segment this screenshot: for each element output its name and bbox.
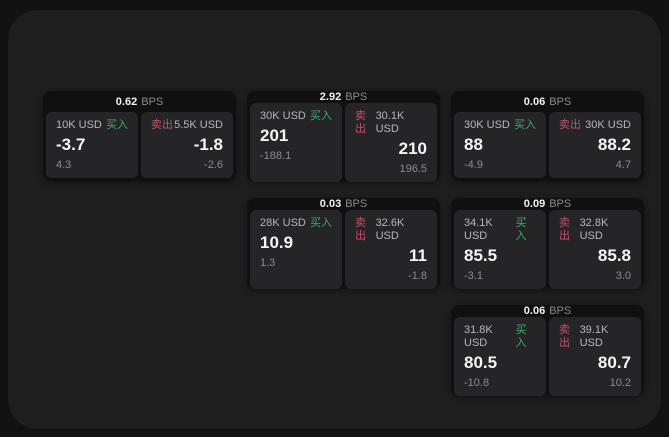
buy-panel[interactable]: 31.8K USD 买入 80.5 -10.8: [454, 317, 546, 396]
sell-panel[interactable]: 卖出 30.1K USD 210 196.5: [345, 103, 437, 182]
sell-delta: -1.8: [408, 270, 427, 282]
sell-amount: 30.1K USD: [375, 110, 405, 135]
card-header: 0.62 BPS: [46, 91, 233, 112]
buy-price: 85.5: [464, 246, 498, 265]
buy-label: 买入: [106, 119, 128, 131]
sell-label: 卖出: [559, 217, 570, 242]
main-panel: 0.62 BPS 10K USD 买入 -3.7 4.3 卖出: [8, 10, 661, 429]
buy-amount: 31.8K USD: [464, 324, 493, 349]
sell-label: 卖出: [355, 110, 366, 135]
card-body: 34.1K USD 买入 85.5 -3.1 卖出 32.8K USD 85.8…: [454, 210, 641, 289]
sell-amount: 32.8K USD: [579, 217, 609, 242]
bps-value: 0.06: [523, 305, 546, 317]
sell-price: -1.8: [193, 135, 223, 154]
buy-label: 买入: [310, 217, 332, 229]
buy-panel[interactable]: 30K USD 买入 88 -4.9: [454, 112, 546, 178]
card-body: 31.8K USD 买入 80.5 -10.8 卖出 39.1K USD 80.…: [454, 317, 641, 396]
bps-unit-label: BPS: [549, 198, 572, 210]
buy-amount: 30K USD: [260, 110, 306, 122]
buy-delta: -4.9: [464, 159, 483, 171]
buy-amount: 28K USD: [260, 217, 306, 229]
sell-label: 卖出: [559, 119, 581, 131]
buy-delta: -3.1: [464, 270, 483, 282]
sell-delta: 4.7: [615, 159, 631, 171]
sell-delta: 3.0: [615, 270, 631, 282]
sell-price: 85.8: [597, 246, 631, 265]
card-header: 2.92 BPS: [250, 91, 437, 103]
buy-delta: -188.1: [260, 150, 292, 162]
sell-price: 88.2: [597, 135, 631, 154]
sell-label: 卖出: [151, 119, 173, 131]
sell-delta: 10.2: [609, 377, 631, 389]
buy-label: 买入: [310, 110, 332, 122]
buy-price: -3.7: [56, 135, 86, 154]
sell-price: 11: [409, 246, 427, 265]
buy-panel[interactable]: 28K USD 买入 10.9 1.3: [250, 210, 342, 289]
buy-panel[interactable]: 10K USD 买入 -3.7 4.3: [46, 112, 138, 178]
card-header: 0.06 BPS: [454, 305, 641, 317]
card-header: 0.03 BPS: [250, 198, 437, 210]
quote-card: 0.06 BPS 31.8K USD 买入 80.5 -10.8 卖: [451, 305, 644, 396]
bps-unit-label: BPS: [549, 95, 572, 108]
quote-card-grid: 0.62 BPS 10K USD 买入 -3.7 4.3 卖出: [43, 91, 644, 396]
sell-amount: 30K USD: [585, 119, 631, 131]
quote-card: 0.62 BPS 10K USD 买入 -3.7 4.3 卖出: [43, 91, 236, 181]
quote-card: 2.92 BPS 30K USD 买入 201 -188.1 卖出: [247, 91, 440, 182]
buy-label: 买入: [515, 324, 527, 349]
bps-unit-label: BPS: [345, 91, 368, 103]
buy-label: 买入: [514, 119, 536, 131]
bps-value: 0.06: [523, 95, 546, 108]
sell-panel[interactable]: 卖出 5.5K USD -1.8 -2.6: [141, 112, 233, 178]
quote-card: 0.06 BPS 30K USD 买入 88 -4.9 卖出: [451, 91, 644, 181]
sell-panel[interactable]: 卖出 39.1K USD 80.7 10.2: [549, 317, 641, 396]
buy-delta: 4.3: [56, 159, 72, 171]
bps-value: 0.03: [319, 198, 342, 210]
card-body: 30K USD 买入 201 -188.1 卖出 30.1K USD 210 1…: [250, 103, 437, 182]
sell-amount: 39.1K USD: [579, 324, 609, 349]
card-body: 30K USD 买入 88 -4.9 卖出 30K USD 88.2 4.7: [454, 112, 641, 178]
sell-label: 卖出: [355, 217, 366, 242]
buy-delta: 1.3: [260, 257, 276, 269]
bps-value: 2.92: [319, 91, 342, 103]
buy-label: 买入: [515, 217, 527, 242]
bps-value: 0.09: [523, 198, 546, 210]
buy-panel[interactable]: 34.1K USD 买入 85.5 -3.1: [454, 210, 546, 289]
buy-panel[interactable]: 30K USD 买入 201 -188.1: [250, 103, 342, 182]
card-body: 28K USD 买入 10.9 1.3 卖出 32.6K USD 11 -1.8: [250, 210, 437, 289]
buy-price: 88: [464, 135, 483, 154]
buy-amount: 10K USD: [56, 119, 102, 131]
card-header: 0.09 BPS: [454, 198, 641, 210]
card-body: 10K USD 买入 -3.7 4.3 卖出 5.5K USD -1.8 -2.…: [46, 112, 233, 178]
bps-unit-label: BPS: [549, 305, 572, 317]
sell-panel[interactable]: 卖出 32.6K USD 11 -1.8: [345, 210, 437, 289]
sell-label: 卖出: [559, 324, 570, 349]
sell-panel[interactable]: 卖出 32.8K USD 85.8 3.0: [549, 210, 641, 289]
card-header: 0.06 BPS: [454, 91, 641, 112]
quote-card: 0.03 BPS 28K USD 买入 10.9 1.3 卖出: [247, 198, 440, 289]
buy-price: 201: [260, 126, 289, 145]
buy-delta: -10.8: [464, 377, 490, 389]
sell-amount: 5.5K USD: [174, 119, 223, 131]
buy-amount: 30K USD: [464, 119, 510, 131]
sell-delta: -2.6: [204, 159, 223, 171]
sell-amount: 32.6K USD: [375, 217, 405, 242]
buy-price: 10.9: [260, 233, 294, 252]
sell-delta: 196.5: [399, 163, 427, 175]
buy-price: 80.5: [464, 353, 498, 372]
sell-price: 80.7: [597, 353, 631, 372]
buy-amount: 34.1K USD: [464, 217, 493, 242]
sell-price: 210: [398, 139, 427, 158]
bps-unit-label: BPS: [345, 198, 368, 210]
bps-unit-label: BPS: [141, 95, 164, 108]
bps-value: 0.62: [115, 95, 138, 108]
sell-panel[interactable]: 卖出 30K USD 88.2 4.7: [549, 112, 641, 178]
quote-card: 0.09 BPS 34.1K USD 买入 85.5 -3.1 卖出: [451, 198, 644, 289]
